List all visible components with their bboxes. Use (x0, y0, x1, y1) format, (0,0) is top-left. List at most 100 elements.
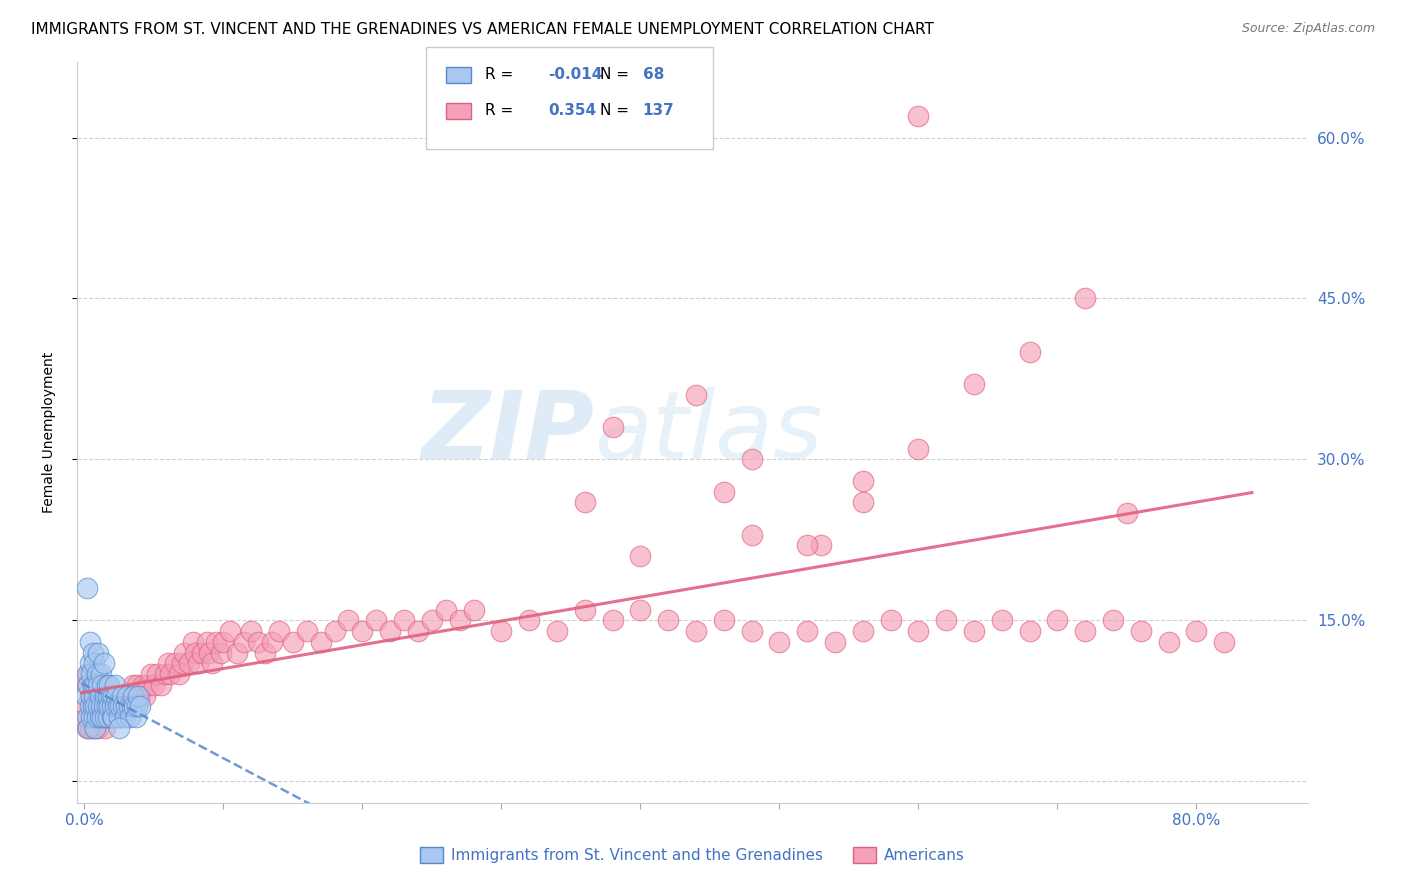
Text: R =: R = (485, 103, 513, 118)
Point (115, 699, 138, 714)
Point (247, 635, 270, 649)
Point (392, 614, 415, 628)
Point (810, 538, 832, 552)
Point (97, 710, 120, 724)
Point (87, 699, 110, 714)
Point (159, 667, 181, 681)
Point (990, 614, 1012, 628)
Point (156, 657, 179, 671)
Point (77, 721, 100, 735)
Point (86, 710, 108, 724)
Point (86, 667, 108, 681)
Point (84, 721, 107, 735)
Point (79, 699, 101, 714)
Point (83, 689, 105, 703)
Point (574, 495, 596, 509)
Point (181, 635, 204, 649)
Point (602, 614, 624, 628)
Point (114, 699, 136, 714)
Point (77, 678, 100, 692)
Point (82, 699, 104, 714)
Point (80, 710, 103, 724)
Point (90, 699, 112, 714)
Point (139, 667, 162, 681)
Point (77, 710, 100, 724)
Point (98, 710, 121, 724)
Point (337, 614, 360, 628)
Point (685, 388, 707, 402)
Point (94, 721, 117, 735)
Point (127, 678, 149, 692)
Point (84, 699, 107, 714)
Point (94, 710, 117, 724)
Point (796, 624, 818, 639)
Point (77, 667, 100, 681)
Text: IMMIGRANTS FROM ST. VINCENT AND THE GRENADINES VS AMERICAN FEMALE UNEMPLOYMENT C: IMMIGRANTS FROM ST. VINCENT AND THE GREN… (31, 22, 934, 37)
Point (107, 689, 129, 703)
Text: 137: 137 (643, 103, 675, 118)
Point (103, 699, 125, 714)
Point (420, 614, 443, 628)
Y-axis label: Female Unemployment: Female Unemployment (42, 352, 56, 513)
Point (136, 678, 159, 692)
Point (177, 657, 200, 671)
Point (323, 624, 346, 639)
Point (449, 614, 471, 628)
Point (82, 678, 104, 692)
Text: N =: N = (600, 103, 630, 118)
Point (100, 689, 122, 703)
Point (86, 710, 108, 724)
Point (80, 689, 103, 703)
Point (713, 614, 735, 628)
Point (127, 699, 149, 714)
Point (240, 624, 263, 639)
Point (167, 667, 190, 681)
Point (96, 699, 118, 714)
Point (98, 678, 121, 692)
Point (80, 710, 103, 724)
Point (94, 689, 117, 703)
Point (114, 710, 136, 724)
Point (105, 689, 128, 703)
Point (128, 699, 150, 714)
Point (741, 452, 763, 467)
Point (122, 678, 145, 692)
Text: N =: N = (600, 68, 630, 82)
Point (108, 721, 131, 735)
Point (93, 699, 115, 714)
Text: 68: 68 (643, 68, 664, 82)
Point (101, 710, 124, 724)
Point (907, 109, 929, 123)
Point (170, 657, 193, 671)
Point (91, 678, 114, 692)
Legend: Immigrants from St. Vincent and the Grenadines, Americans: Immigrants from St. Vincent and the Gren… (415, 841, 970, 869)
Point (76, 710, 98, 724)
Point (1074, 624, 1097, 639)
Point (309, 635, 332, 649)
Point (657, 614, 679, 628)
Point (741, 527, 763, 541)
Point (281, 635, 304, 649)
Point (121, 699, 143, 714)
Point (103, 689, 125, 703)
Point (295, 624, 318, 639)
Point (253, 646, 276, 660)
Point (198, 646, 221, 660)
Point (173, 646, 195, 660)
Point (111, 710, 134, 724)
Point (517, 614, 540, 628)
Point (82, 721, 104, 735)
Point (935, 614, 957, 628)
Point (76, 667, 98, 681)
Point (267, 624, 290, 639)
Point (96, 678, 118, 692)
Point (96, 710, 118, 724)
Point (1213, 635, 1236, 649)
Point (76, 678, 98, 692)
Point (191, 646, 214, 660)
Point (1129, 624, 1152, 639)
Point (104, 699, 127, 714)
Point (463, 602, 485, 616)
Point (212, 635, 235, 649)
Point (122, 689, 145, 703)
